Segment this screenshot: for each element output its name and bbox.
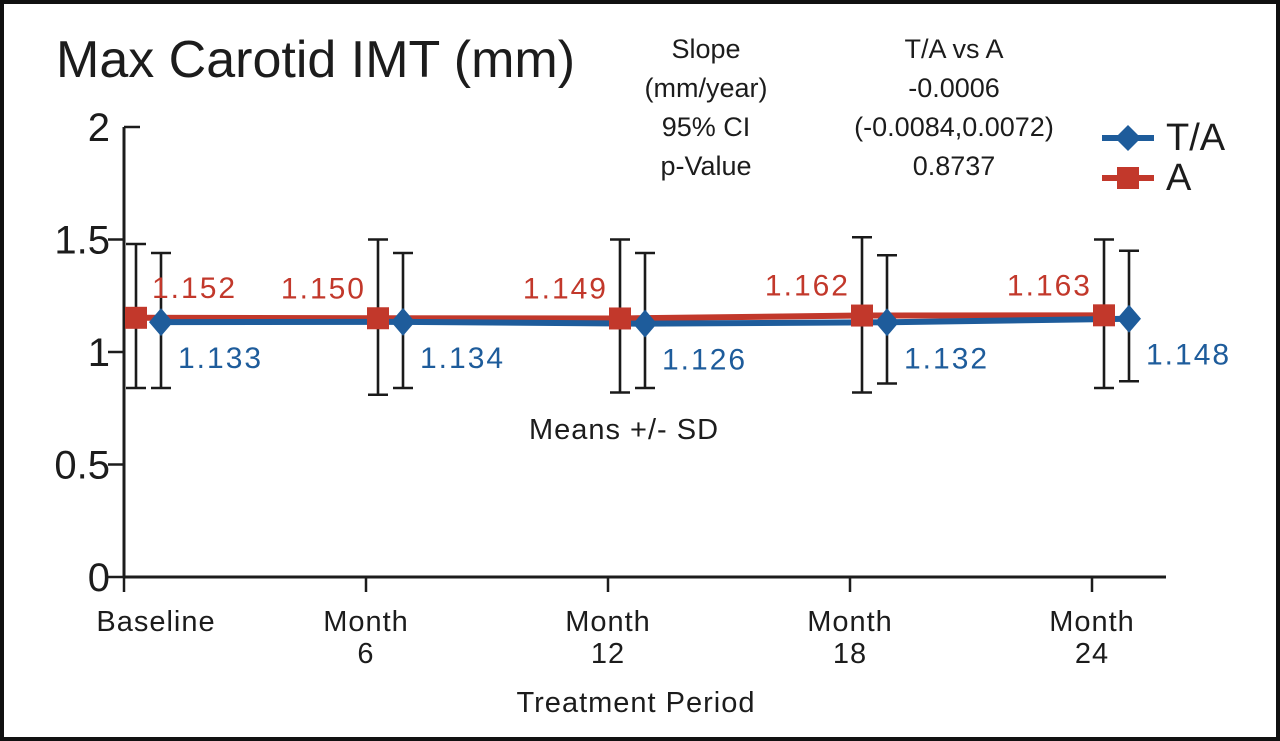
- series-markers-A: [125, 304, 1115, 330]
- stats-slope-value: -0.0006: [908, 73, 1000, 103]
- chart-title: Max Carotid IMT (mm): [56, 31, 576, 89]
- diamond-marker: [875, 308, 899, 337]
- x-tick-label: 18: [833, 638, 867, 670]
- legend-label-ta: T/A: [1166, 117, 1226, 159]
- y-tick-label: 2: [88, 106, 110, 150]
- x-tick-label: 12: [591, 638, 625, 670]
- x-tick-label: Baseline: [96, 606, 215, 638]
- stats-label-units: (mm/year): [644, 73, 768, 103]
- value-label: 1.148: [1146, 339, 1231, 372]
- stats-values-column: T/A vs A -0.0006 (-0.0084,0.0072) 0.8737: [854, 30, 1054, 186]
- x-tick-label: Month: [565, 606, 651, 638]
- value-label: 1.152: [152, 272, 237, 305]
- y-tick-label: 0: [88, 556, 110, 600]
- stats-labels-column: Slope (mm/year) 95% CI p-Value: [645, 30, 768, 186]
- legend-item-ta: T/A: [1100, 118, 1225, 158]
- legend-item-a: A: [1100, 158, 1225, 198]
- x-tick-label: 6: [357, 638, 374, 670]
- y-tick-label: 0.5: [54, 444, 110, 488]
- value-label: 1.162: [765, 270, 850, 303]
- square-marker-icon: [1102, 167, 1154, 189]
- diamond-marker: [149, 308, 173, 337]
- y-axis-ticks: 0 0.5 1 1.5 2: [54, 106, 140, 600]
- square-marker: [609, 307, 631, 330]
- square-marker: [851, 304, 873, 327]
- value-label: 1.133: [178, 342, 263, 375]
- value-label: 1.134: [420, 342, 505, 375]
- square-marker: [367, 307, 389, 330]
- square-marker: [1093, 304, 1115, 327]
- stats-p-value: 0.8737: [912, 151, 996, 181]
- series-markers-T/A: [149, 304, 1141, 338]
- stats-label-pvalue: p-Value: [660, 151, 752, 181]
- stats-comparison: T/A vs A: [904, 34, 1004, 64]
- value-label: 1.163: [1007, 269, 1092, 302]
- x-tick-label: Month: [807, 606, 893, 638]
- value-labels-A: 1.152 1.150 1.149 1.162 1.163: [152, 269, 1092, 305]
- diamond-marker: [391, 307, 415, 336]
- diamond-marker-icon: [1102, 125, 1154, 151]
- diamond-marker: [633, 309, 657, 338]
- y-tick-label: 1: [88, 331, 110, 375]
- stats-label-slope: Slope: [671, 34, 741, 64]
- x-axis-title: Treatment Period: [516, 687, 756, 719]
- y-tick-label: 1.5: [54, 219, 110, 263]
- stats-label-ci: 95% CI: [661, 112, 751, 142]
- stats-ci-value: (-0.0084,0.0072): [854, 112, 1054, 142]
- value-label: 1.132: [904, 342, 989, 375]
- diamond-marker: [1117, 304, 1141, 333]
- value-label: 1.150: [281, 272, 366, 305]
- value-label: 1.126: [662, 344, 747, 377]
- legend: T/A A: [1100, 118, 1225, 198]
- x-tick-label: Month: [323, 606, 409, 638]
- square-marker: [125, 306, 147, 329]
- value-label: 1.149: [523, 272, 608, 305]
- value-labels-T/A: 1.133 1.134 1.126 1.132 1.148: [178, 339, 1231, 377]
- x-tick-label: 24: [1075, 638, 1109, 670]
- means-sd-annotation: Means +/- SD: [528, 414, 720, 446]
- legend-label-a: A: [1166, 157, 1192, 199]
- x-tick-label: Month: [1049, 606, 1135, 638]
